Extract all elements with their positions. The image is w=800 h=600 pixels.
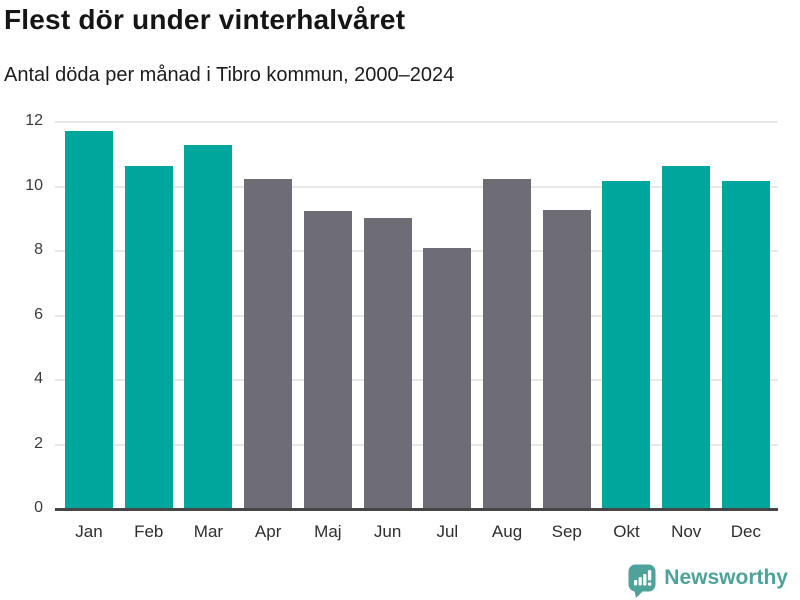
x-tick-jun: Jun	[373, 522, 402, 541]
bar-aug	[483, 179, 532, 508]
gridline-2	[55, 443, 778, 446]
x-tick-apr: Apr	[254, 522, 282, 541]
newsworthy-icon	[628, 564, 656, 598]
x-tick-jul: Jul	[436, 522, 459, 541]
y-tick-label-2: 2	[34, 434, 43, 452]
bar-feb	[124, 166, 173, 508]
bar-jan	[65, 130, 113, 508]
bar-okt	[602, 180, 651, 508]
x-tick-maj: Maj	[314, 522, 342, 541]
x-tick-okt: Okt	[613, 522, 640, 541]
y-tick-label-12: 12	[25, 112, 43, 129]
x-tick-aug: Aug	[491, 522, 523, 541]
bar-maj	[303, 211, 352, 508]
x-axis-labels: Jan Feb Mar Apr Maj Jun Jul Aug Sep Okt Nov Dec	[55, 521, 778, 543]
bars	[55, 121, 778, 508]
chart-subtitle: Antal döda per månad i Tibro kommun, 200…	[4, 64, 455, 86]
y-tick-label-10: 10	[25, 176, 43, 194]
chart-title: Flest dör under vinterhalvåret	[4, 4, 406, 35]
bar-dec	[721, 180, 770, 508]
gridline-4	[55, 379, 778, 381]
x-tick-jan: Jan	[75, 522, 103, 541]
gridline-8	[55, 250, 778, 252]
y-tick-label-0: 0	[34, 499, 43, 516]
gridline-10	[55, 185, 778, 188]
bar-jul	[423, 248, 472, 508]
x-tick-sep: Sep	[551, 522, 582, 541]
x-tick-mar: Mar	[193, 522, 224, 541]
x-tick-nov: Nov	[671, 522, 702, 541]
x-tick-feb: Feb	[134, 522, 164, 541]
newsworthy-logo[interactable]: Newsworthy	[627, 564, 788, 599]
bar-mar	[184, 145, 233, 508]
y-tick-label-4: 4	[34, 370, 43, 387]
gridline-6	[55, 314, 778, 317]
bar-apr	[244, 179, 293, 508]
x-tick-dec: Dec	[730, 522, 762, 541]
bar-jun	[363, 217, 412, 508]
gridline-12	[55, 121, 778, 123]
y-tick-label-6: 6	[34, 305, 43, 323]
bar-nov	[662, 166, 711, 508]
plot-area: 0 2 4 6 8 10 12 Jan Feb Mar Apr Maj Jun Jul Aug Sep Okt…	[25, 112, 778, 541]
newsworthy-logo-text: Newsworthy	[664, 565, 788, 589]
bar-sep	[542, 209, 591, 508]
y-tick-label-8: 8	[34, 241, 43, 258]
